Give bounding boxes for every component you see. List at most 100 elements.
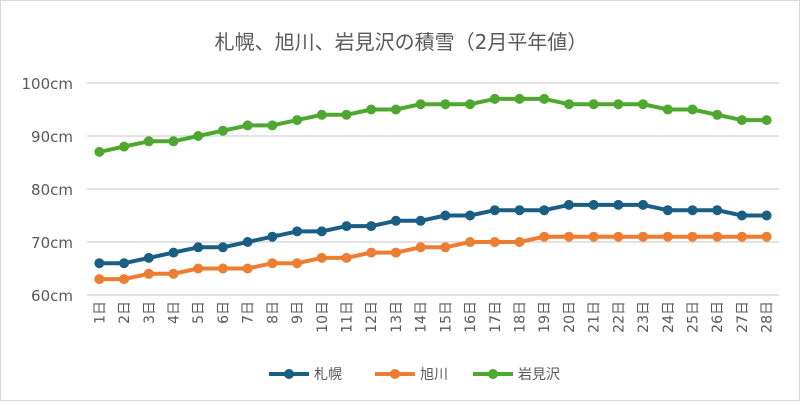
data-point <box>539 93 550 104</box>
x-axis: 1日 2日 3日 4日 5日 6日 7日 8日 9日 10日 11日 12日 13日 14日 15日 16日 1… <box>92 301 775 333</box>
x-tick-label: 16日 <box>463 301 479 333</box>
data-point <box>267 120 278 131</box>
data-point <box>168 247 179 258</box>
data-point <box>267 231 278 242</box>
y-tick-label: 90cm <box>31 128 73 146</box>
data-point <box>638 199 649 210</box>
data-point <box>366 221 377 232</box>
data-point <box>168 136 179 147</box>
x-tick-label: 12日 <box>364 301 380 333</box>
data-point <box>390 104 401 115</box>
y-tick-label: 80cm <box>31 181 73 199</box>
x-tick-label: 6日 <box>216 301 232 324</box>
legend-item: 札幌 <box>269 367 342 383</box>
legend-label: 岩見沢 <box>518 367 560 383</box>
data-point <box>242 237 253 247</box>
series-lines <box>94 93 772 285</box>
x-tick-label: 22日 <box>611 301 627 333</box>
data-point <box>563 231 574 242</box>
data-point <box>143 136 154 147</box>
x-tick-label: 24日 <box>661 301 677 333</box>
data-point <box>267 258 278 269</box>
data-point <box>440 242 451 253</box>
x-tick-label: 17日 <box>488 301 504 333</box>
data-point <box>563 199 574 210</box>
x-tick-label: 10日 <box>315 301 331 333</box>
data-point <box>489 205 500 216</box>
x-tick-label: 25日 <box>686 301 702 333</box>
data-point <box>94 258 105 269</box>
data-point <box>638 231 649 242</box>
data-point <box>440 99 451 110</box>
legend-label: 旭川 <box>420 367 448 383</box>
data-point <box>119 258 130 269</box>
data-point <box>119 274 130 285</box>
x-tick-label: 14日 <box>414 301 430 333</box>
data-point <box>292 258 303 269</box>
x-tick-label: 4日 <box>167 301 183 324</box>
data-point <box>588 231 599 242</box>
y-tick-label: 60cm <box>31 287 73 305</box>
x-tick-label: 27日 <box>735 301 751 333</box>
x-tick-label: 3日 <box>142 301 158 324</box>
data-point <box>514 93 525 104</box>
legend-item: 旭川 <box>375 367 448 383</box>
x-tick-label: 5日 <box>191 301 207 324</box>
chart-title: 札幌、旭川、岩見沢の積雪（2月平年値） <box>215 30 588 54</box>
data-point <box>415 215 426 226</box>
data-point <box>588 199 599 210</box>
data-point <box>465 237 476 247</box>
data-point <box>366 247 377 258</box>
data-point <box>316 226 327 237</box>
legend-marker <box>284 369 294 379</box>
data-point <box>143 252 154 263</box>
data-point <box>761 231 772 242</box>
series-1 <box>94 231 772 285</box>
gridlines <box>87 82 779 296</box>
x-tick-label: 9日 <box>290 301 306 324</box>
legend-label: 札幌 <box>314 367 342 383</box>
series-0 <box>94 199 772 269</box>
data-point <box>687 231 698 242</box>
data-point <box>341 221 352 232</box>
data-point <box>736 231 747 242</box>
data-point <box>761 115 772 126</box>
legend-marker <box>488 369 498 379</box>
data-point <box>736 115 747 126</box>
x-tick-label: 18日 <box>513 301 529 333</box>
data-point <box>217 242 228 253</box>
x-tick-label: 23日 <box>636 301 652 333</box>
data-point <box>143 268 154 279</box>
data-point <box>415 99 426 110</box>
data-point <box>341 109 352 120</box>
data-point <box>390 215 401 226</box>
x-tick-label: 21日 <box>587 301 603 333</box>
data-point <box>316 109 327 120</box>
data-point <box>613 199 624 210</box>
data-point <box>539 231 550 242</box>
x-tick-label: 7日 <box>241 301 257 324</box>
data-point <box>94 146 105 157</box>
y-tick-label: 70cm <box>31 234 73 252</box>
data-point <box>217 125 228 136</box>
x-tick-label: 8日 <box>265 301 281 324</box>
data-point <box>415 242 426 253</box>
data-point <box>687 104 698 115</box>
data-point <box>514 237 525 247</box>
data-point <box>292 226 303 237</box>
x-tick-label: 11日 <box>340 301 356 333</box>
data-point <box>440 210 451 221</box>
data-point <box>712 109 723 120</box>
data-point <box>588 99 599 110</box>
y-axis: 60cm 70cm 80cm 90cm 100cm <box>22 75 74 305</box>
x-tick-label: 1日 <box>92 301 108 324</box>
data-point <box>539 205 550 216</box>
legend-marker <box>390 369 400 379</box>
data-point <box>712 231 723 242</box>
legend-item: 岩見沢 <box>473 367 560 383</box>
data-point <box>168 268 179 279</box>
data-point <box>242 120 253 131</box>
data-point <box>662 104 673 115</box>
